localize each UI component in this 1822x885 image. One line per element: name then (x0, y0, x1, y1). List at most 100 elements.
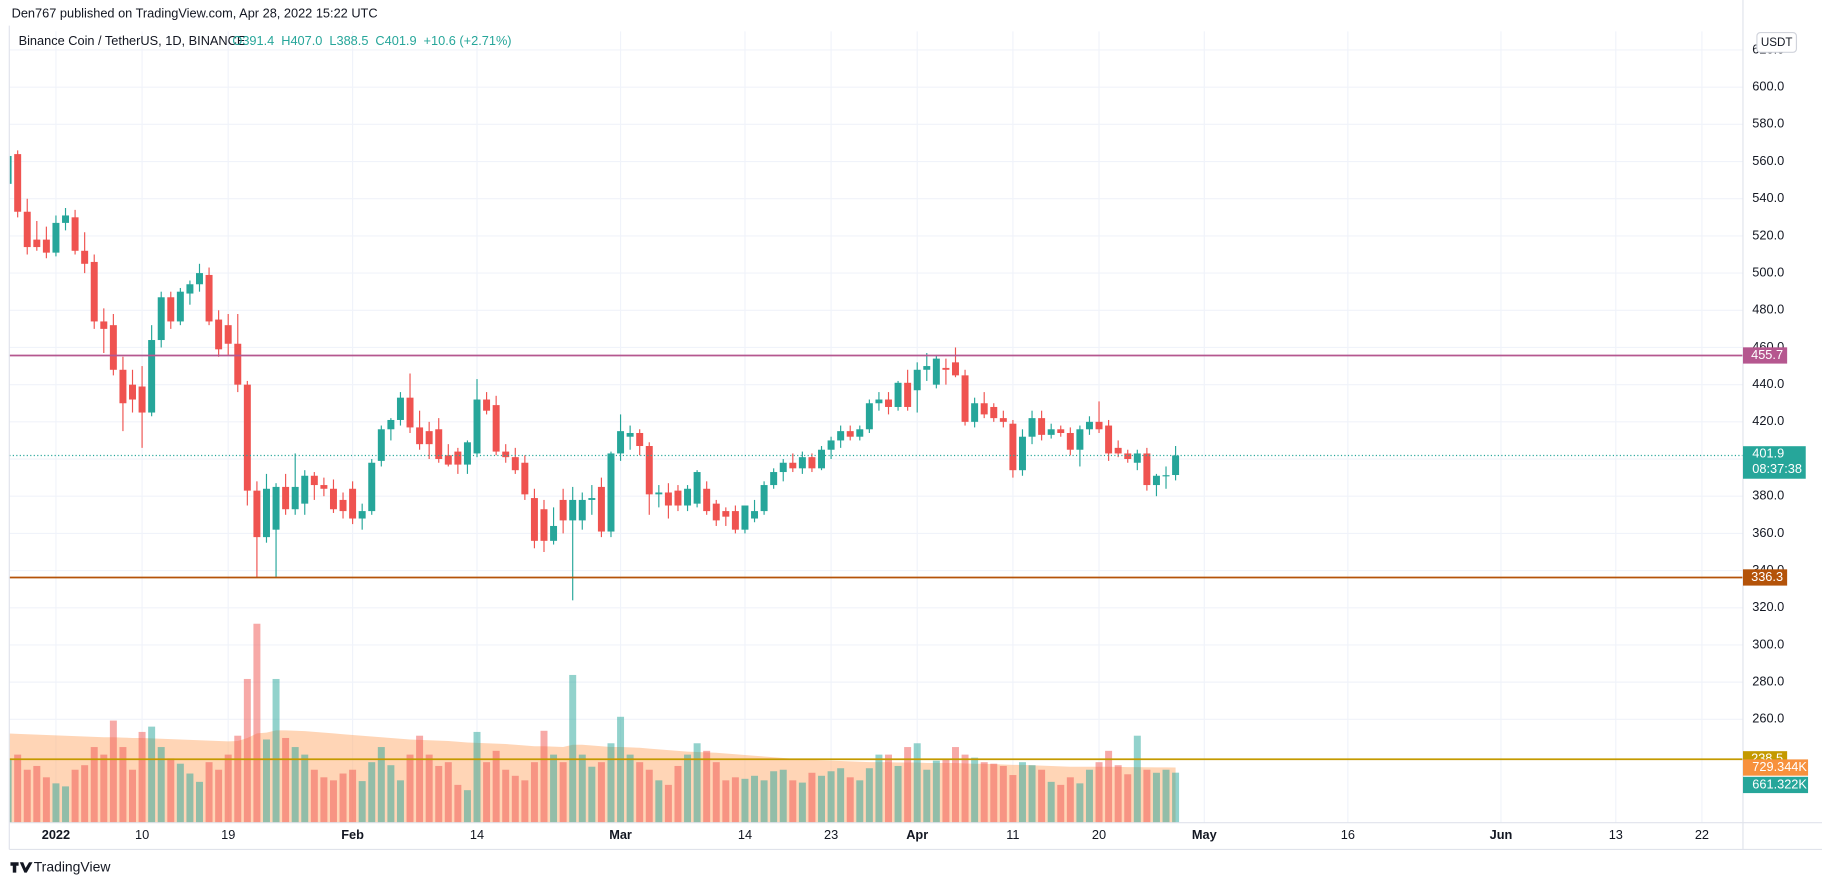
volume-bar (42, 777, 50, 823)
candle-body (597, 486, 605, 532)
candle-body (808, 457, 816, 469)
candle-body (1114, 447, 1122, 454)
volume-bar (894, 765, 902, 823)
volume-bar (961, 754, 969, 823)
candle-body (540, 509, 548, 541)
volume-tag-label: 661.322K (1752, 776, 1807, 791)
volume-bar (435, 765, 443, 823)
candle-body (550, 525, 558, 541)
volume-bar (205, 762, 213, 823)
volume-bar (550, 754, 558, 823)
candle-body (1047, 429, 1055, 435)
candle-body (760, 485, 768, 512)
volume-bar (530, 762, 538, 823)
volume-bar (454, 784, 462, 823)
candle-body (961, 375, 969, 422)
ohlc-value: L388.5 (329, 33, 368, 48)
volume-bar (272, 678, 280, 823)
volume-bar (463, 790, 471, 823)
volume-bar (196, 781, 203, 823)
volume-bar (119, 747, 127, 823)
candle-body (1066, 432, 1074, 450)
candle-body (90, 261, 98, 322)
volume-bar (1018, 762, 1026, 823)
volume-bar (243, 678, 251, 823)
volume-bar (176, 763, 184, 823)
candles (9, 150, 1180, 601)
volume-bar (483, 762, 491, 823)
y-tick-label: 420.0 (1752, 413, 1784, 428)
candle-body (42, 239, 50, 253)
candle-body (339, 499, 347, 512)
candle-body (1076, 429, 1084, 450)
ohlc-value: O391.4 (232, 33, 274, 48)
volume-bar (109, 720, 117, 823)
candle-body (913, 369, 921, 391)
volume-bar (1143, 769, 1151, 823)
candle-body (1152, 475, 1160, 486)
volume-bar (684, 754, 692, 823)
volume-bar (1162, 769, 1170, 823)
volume-bar (396, 780, 404, 823)
volume-bar (865, 768, 873, 823)
volume-bar (703, 750, 711, 823)
candle-body (215, 319, 223, 350)
volume-bar (904, 747, 912, 823)
candle-body (1095, 421, 1103, 430)
candle-body (837, 431, 845, 441)
volume-bar (722, 780, 730, 823)
candle-body (234, 343, 242, 385)
x-tick-label: 22 (1695, 827, 1709, 842)
candle-body (1143, 453, 1151, 486)
candle-body (894, 382, 902, 407)
currency-label: USDT (1761, 36, 1793, 49)
volume-bar (387, 765, 395, 823)
candle-body (1172, 455, 1180, 476)
y-tick-label: 600.0 (1752, 79, 1784, 94)
candle-body (693, 472, 701, 504)
candle-body (798, 457, 806, 469)
volume-bar (253, 623, 261, 823)
volume-bar (234, 735, 242, 823)
candle-body (473, 399, 481, 454)
candle-body (368, 462, 376, 512)
volume-bar (377, 747, 385, 823)
volume-bar (329, 780, 337, 823)
candle-body (167, 297, 175, 322)
volume-bar (569, 674, 577, 823)
volume-bar (664, 784, 672, 823)
volume-bar (1009, 775, 1017, 823)
candle-body (435, 429, 443, 460)
volume-bar (626, 754, 634, 823)
candle-body (703, 488, 711, 512)
candle-body (932, 358, 940, 385)
candle-body (645, 446, 653, 495)
candle-body (243, 384, 251, 491)
volume-bar (980, 762, 988, 823)
x-tick-label: 14 (470, 827, 484, 842)
volume-bar (789, 780, 797, 823)
volume-bar (645, 769, 653, 823)
volume-bar (9, 758, 12, 823)
volume-bar (1047, 781, 1055, 823)
x-tick-label: 14 (738, 827, 752, 842)
candle-body (444, 455, 452, 465)
volume-bar (148, 726, 156, 823)
candle-body (846, 431, 854, 437)
candle-body (559, 499, 567, 521)
volume-bar (186, 773, 194, 823)
volume-bar (310, 769, 318, 823)
candle-body (196, 273, 203, 285)
volume-bar (779, 769, 787, 823)
level-tag-label: 336.3 (1751, 569, 1783, 584)
volume-bar (1057, 784, 1065, 823)
candle-body (1162, 475, 1170, 477)
candle-body (521, 462, 529, 495)
candle-body (14, 154, 22, 212)
candle-body (349, 488, 357, 519)
candle-body (1124, 453, 1132, 460)
volume-bar (14, 754, 22, 823)
volume-bar (23, 769, 31, 823)
candle-body (1133, 453, 1141, 463)
volume-bar (617, 716, 625, 823)
